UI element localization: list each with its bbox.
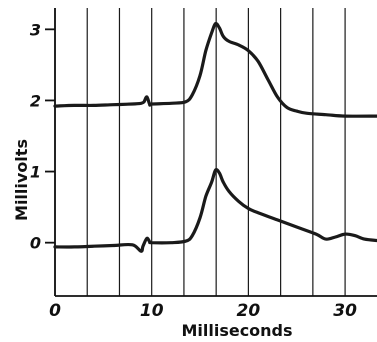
y-tick-label: 1 (30, 163, 41, 182)
trace-line-1 (53, 21, 377, 118)
x-tick-label: 20 (237, 301, 261, 321)
x-axis-label: Milliseconds (181, 321, 292, 340)
x-ticks: 0 10 20 30 (49, 301, 357, 321)
y-tick-label: 2 (30, 91, 41, 110)
trace-lines (53, 21, 377, 253)
x-tick-label: 10 (140, 301, 164, 321)
y-axis-label: Millivolts (12, 139, 31, 221)
y-tick-label: 0 (30, 234, 41, 253)
y-tick-label: 3 (30, 20, 41, 39)
x-tick-label: 30 (333, 301, 357, 321)
y-ticks: 0 1 2 3 (30, 20, 55, 253)
vertical-gridlines (54, 8, 346, 296)
x-tick-label: 0 (49, 301, 61, 321)
trace-line-2 (53, 168, 377, 253)
